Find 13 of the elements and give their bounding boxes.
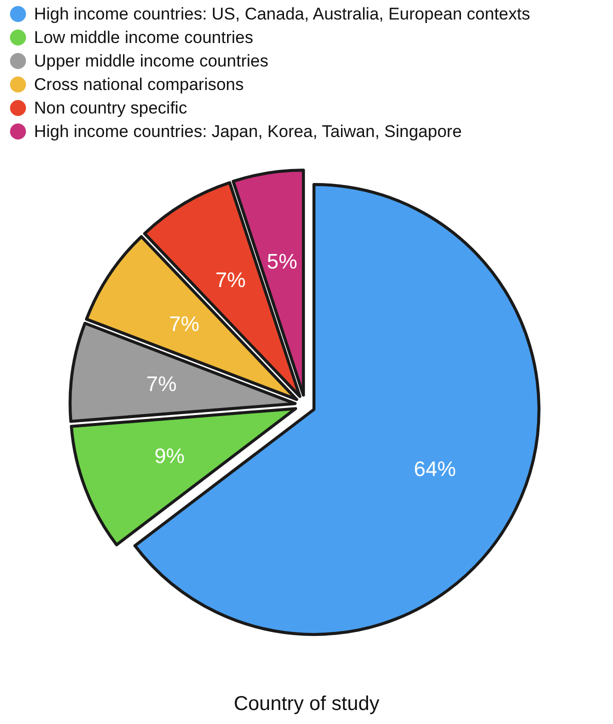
legend-label: Cross national comparisons <box>34 75 244 94</box>
data-label: 7% <box>215 269 246 292</box>
data-label: 7% <box>146 372 177 396</box>
legend-label: High income countries: US, Canada, Australia, European contexts <box>34 4 530 24</box>
data-label: 7% <box>169 313 200 336</box>
data-label: 9% <box>154 445 185 468</box>
text: Country of study <box>234 693 380 715</box>
data-label: 64% <box>414 458 456 481</box>
legend-label: Low middle income countries <box>34 28 254 47</box>
legend-label: Upper middle income countries <box>34 52 268 70</box>
data-label: 5% <box>266 250 298 274</box>
legend-label: High income countries: Japan, Korea, Taiwan, Singapore <box>34 122 462 141</box>
legend-label: Non country specific <box>34 98 188 118</box>
